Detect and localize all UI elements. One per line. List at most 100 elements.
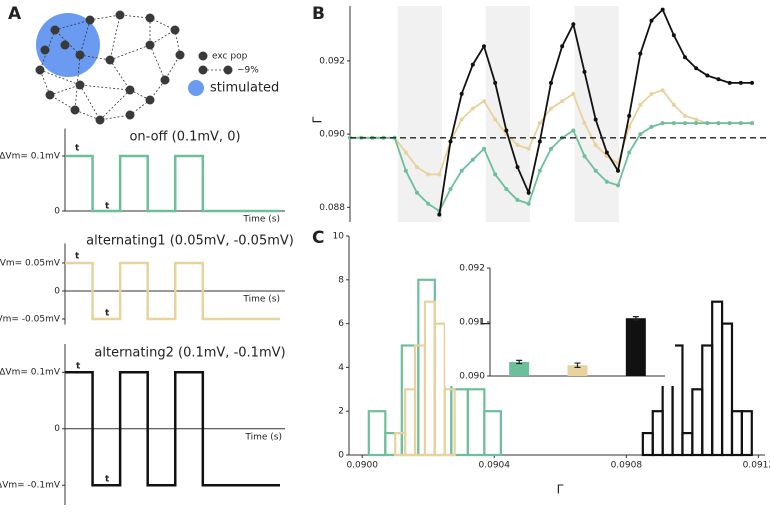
series-point [616,168,620,173]
series-point [593,168,598,173]
series-point [537,121,542,126]
series-point [549,80,553,85]
histogram-bin [433,322,446,457]
network-diagram: exc pop ~9% stimulated [35,10,279,125]
series-point [638,132,643,137]
stimulus-period [485,6,531,222]
annotation: t [76,362,81,372]
x-tick-label: 0.0900 [346,461,378,471]
y-tick-label: 0.092 [319,56,345,66]
x-axis-label: Γ [557,483,564,497]
series-point [448,139,453,144]
series-point [627,124,632,129]
y-tick-label: 0.088 [319,203,345,213]
y-tick-label: 0 [338,451,344,461]
series-point [660,121,665,126]
y-tick-label: ΔVm= -0.05mV [0,315,61,325]
waveform [65,261,280,321]
series-point [549,106,553,111]
series-point [694,66,699,71]
histogram-bin [720,322,734,457]
series-point [560,44,565,49]
series-point [750,80,754,85]
histogram-bin [466,388,486,457]
histogram-bin [404,388,417,457]
series-point [627,150,632,155]
series-point [493,80,498,85]
x-axis-label: Time (s) [242,295,280,305]
histogram-bin [443,388,456,457]
series-point [727,121,732,126]
histogram-bin [641,432,654,457]
y-axis-label: Γ [479,318,493,325]
y-tick-label: 0.092 [459,264,485,274]
y-tick-label: ΔVm= -0.1mV [0,481,61,491]
x-tick-label: 0.0904 [479,461,511,471]
series-point [593,143,598,148]
series-point [470,106,475,111]
chart-title: on-off (0.1mV, 0) [129,130,240,145]
series-point [683,55,687,60]
series-point [482,44,486,49]
series-point [571,128,576,133]
chart-title: alternating2 (0.1mV, -0.1mV) [94,346,285,361]
y-axis-label: Γ [311,116,325,123]
series-point [649,124,654,129]
series-point [660,7,665,12]
series-point [571,91,576,96]
series-point [437,172,442,177]
histogram-bin [384,432,403,457]
series-point [716,77,721,82]
series-point [705,73,710,78]
legend-label: ~9% [237,66,259,76]
histogram-bin [394,432,407,457]
series-point [459,91,464,96]
series-point [526,201,531,206]
x-axis-label: Time (s) [242,215,280,225]
y-tick-label: 0.091 [459,318,485,328]
stimulus-period [397,6,443,222]
network-nodes [35,10,185,125]
y-tick-label: 10 [333,232,345,242]
series-point [716,121,721,126]
series-point [415,190,419,195]
series-point [493,117,498,122]
series-point [403,168,408,173]
series-point [738,121,743,126]
series-point [459,117,464,122]
y-tick-label: 0.090 [459,372,485,382]
series-point [482,146,486,151]
series-point [638,102,643,107]
y-tick-label: 2 [338,407,344,417]
series-point [582,69,587,74]
series-point [683,121,687,126]
annotation: t [75,252,80,262]
waveform [65,370,280,487]
series-point [426,172,431,177]
series-point [582,121,587,126]
series-point [649,18,654,23]
x-axis-label: Time (s) [244,433,282,443]
y-tick-label: 8 [338,275,344,285]
histogram-bin [740,410,753,457]
stimulus-period [574,6,619,222]
error-bar [516,359,523,365]
y-tick-label: ΔVm= 0.05mV [0,259,61,269]
y-tick-label: 6 [338,319,344,329]
series-point [627,113,632,118]
series-point [426,201,431,206]
series-point [750,121,754,126]
series-point [604,150,609,155]
histogram-bin [711,300,724,457]
series-point [694,121,699,126]
series-point [504,128,509,133]
series-point [537,139,542,144]
histogram-bin [701,344,714,457]
legend-stimulated [188,80,204,96]
error-bar [632,316,639,321]
y-tick-label: ΔVm= 0.1mV [0,368,61,378]
series-point [515,165,520,170]
series-point [482,99,486,104]
series-point [415,165,419,170]
